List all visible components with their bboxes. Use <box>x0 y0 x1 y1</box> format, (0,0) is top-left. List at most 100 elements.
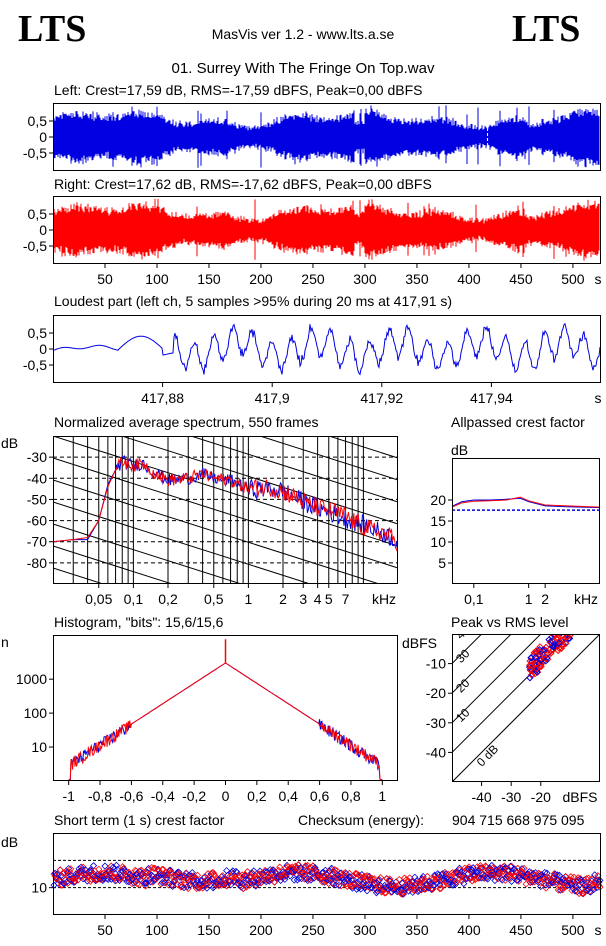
short-term-crest-point <box>158 879 166 887</box>
short-term-crest-point <box>65 871 73 880</box>
short-term-crest-xtick-label: 150 <box>197 922 221 938</box>
short-term-crest-point <box>304 861 312 870</box>
short-term-crest-point <box>422 884 430 892</box>
short-term-crest-point <box>499 870 507 878</box>
short-term-crest-point <box>409 878 417 886</box>
loudest-part-xtick-label: 417,88 <box>141 390 184 406</box>
spectrum-title: Normalized average spectrum, 550 frames <box>54 414 319 430</box>
allpassed-crest-series-right <box>451 496 601 508</box>
short-term-crest-point <box>437 884 445 893</box>
allpassed-crest-xtick-label: 0,1 <box>464 591 484 607</box>
short-term-crest-point <box>428 885 437 893</box>
short-term-crest-point <box>442 870 450 878</box>
short-term-crest-point <box>417 886 425 894</box>
short-term-crest-point <box>348 882 357 890</box>
right-waveform-xtick-label: 50 <box>97 271 113 287</box>
short-term-crest-point <box>353 870 361 878</box>
short-term-crest-point <box>281 870 289 878</box>
peak-vs-rms-point <box>536 662 544 671</box>
right-waveform-xtick-label: 400 <box>457 271 481 287</box>
short-term-crest-point <box>449 875 457 884</box>
short-term-crest-point <box>362 883 370 891</box>
histogram-xtick-label: -1 <box>62 788 75 804</box>
logo-right: LTS <box>512 8 581 50</box>
peak-vs-rms-ytick-label: -10 <box>426 656 446 672</box>
histogram-frame <box>53 635 398 781</box>
peak-vs-rms-crest-label: 40 <box>453 622 473 642</box>
short-term-crest-point <box>473 868 481 876</box>
peak-vs-rms-point <box>525 663 534 671</box>
short-term-crest-point <box>500 862 508 870</box>
short-term-crest-point <box>577 876 585 884</box>
loudest-part-ytick-label: -0,5 <box>23 357 47 373</box>
spectrum-series-right <box>53 457 398 553</box>
short-term-crest-point <box>584 885 593 893</box>
short-term-crest-point <box>437 876 445 884</box>
short-term-crest-point <box>529 869 537 878</box>
short-term-crest-point <box>376 874 385 882</box>
short-term-crest-point <box>596 876 604 884</box>
short-term-crest-point <box>339 870 347 878</box>
spectrum-y-unit: dB <box>451 442 469 458</box>
peak-vs-rms-point <box>558 634 566 639</box>
checksum-value: 904 715 668 975 095 <box>452 812 585 828</box>
histogram-ytick-label: 10 <box>31 739 47 755</box>
peak-vs-rms-frame <box>452 634 600 782</box>
short-term-crest-point <box>113 866 122 874</box>
histogram-ytick-label: 1000 <box>16 671 47 687</box>
peak-vs-rms-xtick-label: -40 <box>471 789 491 805</box>
short-term-crest-xtick-label: 500 <box>561 922 585 938</box>
short-term-crest-point <box>486 864 494 872</box>
short-term-crest-point <box>446 876 454 884</box>
spectrum-xtick-label: 3 <box>299 591 307 607</box>
short-term-crest-frame <box>53 833 601 915</box>
short-term-crest-point <box>245 881 254 889</box>
right-waveform-signal <box>53 198 600 261</box>
peak-vs-rms-point <box>526 674 534 682</box>
histogram-xtick-label: 0 <box>222 788 230 804</box>
allpassed-crest-xtick-label: 1 <box>525 591 533 607</box>
short-term-crest-point <box>502 873 510 882</box>
peak-vs-rms-point <box>558 634 564 637</box>
short-term-crest-point <box>415 886 423 894</box>
short-term-crest-ytick-label: 10 <box>31 880 47 896</box>
peak-vs-rms-crest-line <box>452 634 600 782</box>
short-term-crest-point <box>77 863 85 871</box>
peak-vs-rms-point <box>532 647 540 655</box>
short-term-crest-point <box>491 876 499 885</box>
peak-vs-rms-crest-line <box>452 634 542 724</box>
short-term-crest-point <box>58 881 66 889</box>
spectrum-ytick-label: -40 <box>27 470 47 486</box>
short-term-crest-point <box>432 876 440 884</box>
histogram-title: Histogram, "bits": 15,6/15,6 <box>54 614 224 630</box>
short-term-crest-point <box>450 877 458 885</box>
peak-vs-rms-yunit: dBFS <box>402 635 437 651</box>
short-term-crest-point <box>162 871 170 879</box>
short-term-crest-point <box>410 886 418 894</box>
track-title: 01. Surrey With The Fringe On Top.wav <box>171 60 435 77</box>
short-term-crest-xtick-label: 250 <box>301 922 325 938</box>
loudest-part-frame <box>53 315 601 383</box>
allpassed-crest-xtick-label: 2 <box>541 591 549 607</box>
short-term-crest-point <box>440 881 448 889</box>
short-term-crest-point <box>179 873 187 881</box>
short-term-crest-point <box>479 874 488 882</box>
right-waveform-ytick-label: 0,5 <box>28 206 48 222</box>
short-term-crest-point <box>289 868 297 876</box>
short-term-crest-point <box>472 874 480 883</box>
histogram-xtick-label: -0,6 <box>119 788 143 804</box>
peak-vs-rms-crest-label: 10 <box>453 705 473 725</box>
short-term-crest-point <box>398 879 406 887</box>
short-term-crest-point <box>261 868 269 876</box>
short-term-crest-point <box>320 872 328 880</box>
short-term-crest-point <box>395 875 403 884</box>
histogram-xtick-label: 0,4 <box>278 788 298 804</box>
short-term-crest-point <box>88 872 97 880</box>
short-term-crest-point <box>420 885 428 893</box>
short-term-crest-point <box>161 871 169 879</box>
short-term-crest-point <box>558 886 567 894</box>
loudest-part-title: Loudest part (left ch, 5 samples >95% du… <box>54 293 453 309</box>
short-term-crest-point <box>92 876 100 884</box>
short-term-crest-point <box>234 879 242 887</box>
peak-vs-rms-point <box>533 668 541 676</box>
